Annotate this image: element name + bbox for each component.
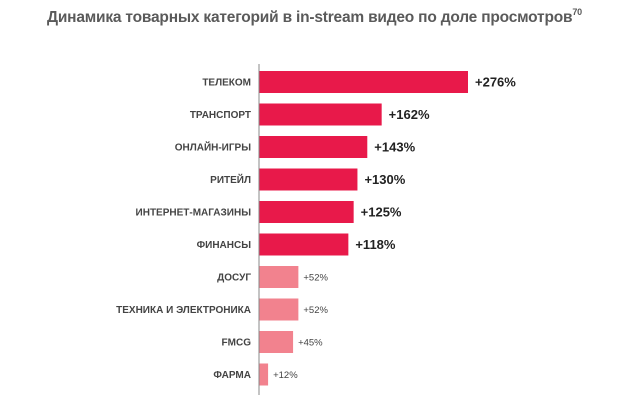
bar xyxy=(259,168,358,191)
bar xyxy=(259,233,349,256)
bar xyxy=(259,103,382,126)
category-label: ФАРМА xyxy=(213,370,251,381)
category-label: ФИНАНСЫ xyxy=(197,240,252,251)
chart-title: Динамика товарных категорий в in-stream … xyxy=(47,7,582,26)
data-label: +52% xyxy=(303,305,328,316)
category-label: ТРАНСПОРТ xyxy=(190,110,251,121)
bar xyxy=(259,331,294,353)
category-label: ТЕХНИКА И ЭЛЕКТРОНИКА xyxy=(116,305,251,316)
bar xyxy=(259,136,368,158)
category-label: ДОСУГ xyxy=(217,273,251,284)
data-label: +130% xyxy=(364,172,405,187)
bar xyxy=(259,266,299,288)
data-label: +162% xyxy=(389,107,430,122)
bar xyxy=(259,298,299,321)
category-label: РИТЕЙЛ xyxy=(210,173,251,186)
data-label: +125% xyxy=(361,205,402,220)
category-label: ТЕЛЕКОМ xyxy=(202,78,251,89)
bar xyxy=(259,201,354,223)
data-label: +52% xyxy=(303,273,328,284)
category-label: FMCG xyxy=(222,338,252,349)
bar xyxy=(259,71,468,93)
data-label: +118% xyxy=(355,237,396,252)
data-label: +276% xyxy=(475,75,516,90)
data-label: +45% xyxy=(298,338,323,349)
category-label: ИНТЕРНЕТ-МАГАЗИНЫ xyxy=(136,208,252,219)
title-footnote: 70 xyxy=(572,7,582,17)
category-label: ОНЛАЙН-ИГРЫ xyxy=(175,141,252,154)
data-label: +12% xyxy=(273,370,298,381)
bar xyxy=(259,363,269,386)
data-label: +143% xyxy=(374,140,415,155)
